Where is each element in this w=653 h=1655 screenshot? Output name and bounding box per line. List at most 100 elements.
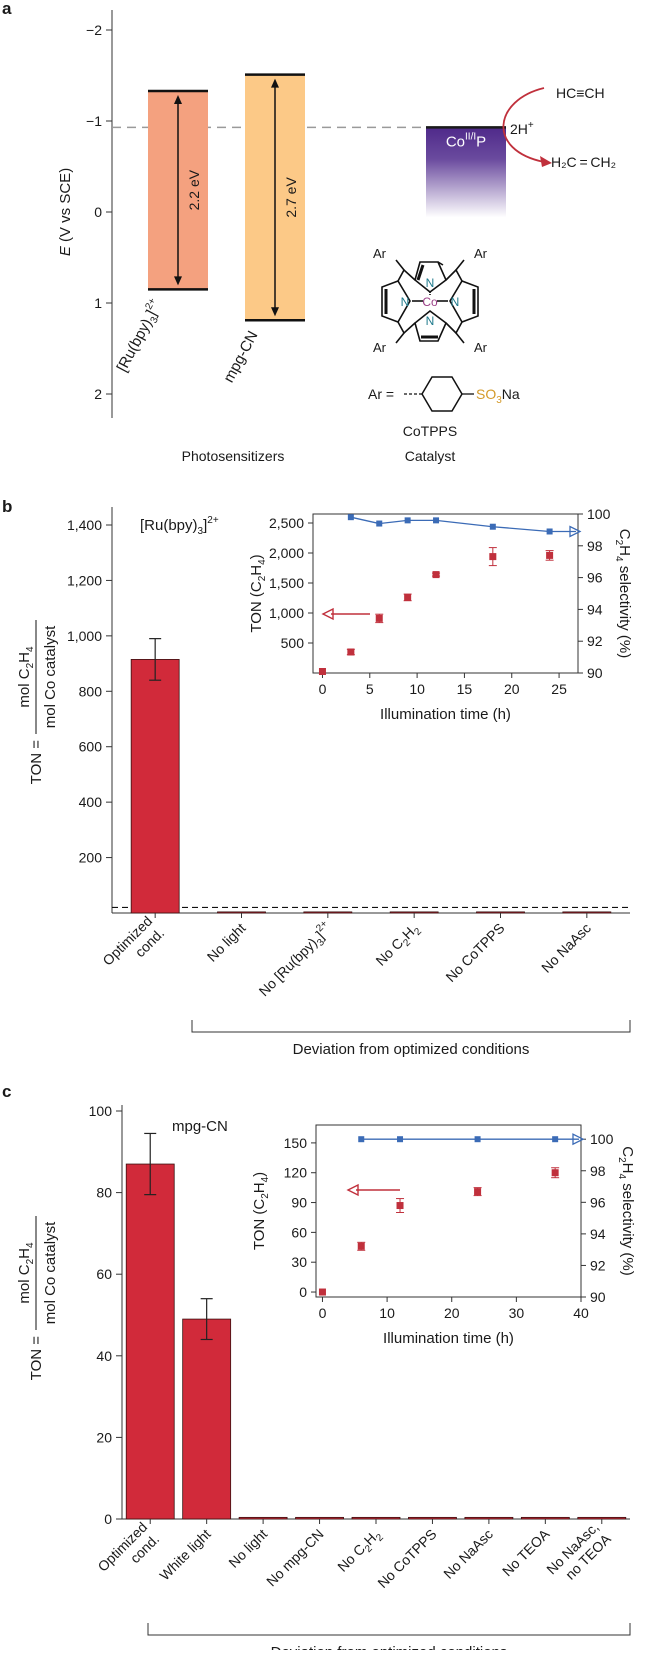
inset-x-label: Illumination time (h) xyxy=(383,1330,514,1347)
catalyst-role: Catalyst xyxy=(405,448,456,464)
inset-frame xyxy=(315,1124,582,1298)
n-atom-bottom: N xyxy=(426,314,435,328)
inset-y2-label: C2H4 selectivity (%) xyxy=(616,1146,636,1276)
category-label: White light xyxy=(156,1526,214,1584)
bar xyxy=(408,1516,457,1520)
mpg-cn-gap-arrow xyxy=(271,78,279,317)
y-tick-label: 800 xyxy=(79,683,103,699)
ton-point xyxy=(489,553,497,561)
category-label: No C2H2 xyxy=(334,1525,386,1577)
selectivity-point xyxy=(489,523,496,530)
y-tick-label: 40 xyxy=(96,1348,112,1364)
inset-y2-tick-label: 94 xyxy=(587,601,603,617)
inset-y-tick-label: 1,500 xyxy=(269,575,304,591)
y-label-prefix: TON = xyxy=(28,740,45,785)
category-label: No CoTPPS xyxy=(374,1526,439,1591)
bar xyxy=(464,1516,514,1520)
category-label: No CoTPPS xyxy=(442,920,507,985)
inset-x-tick-label: 0 xyxy=(319,1305,327,1321)
panel-a-y-tick-label: 0 xyxy=(94,204,102,220)
ton-axis-arrow-head xyxy=(346,1183,359,1197)
n-atom-right: N xyxy=(451,295,460,309)
bar xyxy=(125,1163,175,1520)
bar xyxy=(351,1516,401,1520)
panel-a-y-tick-label: −1 xyxy=(86,113,102,129)
y-tick-label: 80 xyxy=(96,1185,112,1201)
acetylene-label: HC≡CH xyxy=(556,85,605,101)
inset-y-tick-label: 150 xyxy=(284,1135,308,1151)
n-atom-top: N xyxy=(426,276,435,290)
category-label: No light xyxy=(204,920,249,965)
ton-point xyxy=(546,551,554,559)
y-label-prefix: TON = xyxy=(28,1336,45,1381)
cotpps-structure xyxy=(381,259,479,344)
co-level-gradient xyxy=(426,127,506,218)
panel-b-bar-chart: 2004006008001,0001,2001,400Optimizedcond… xyxy=(16,507,631,1058)
ar-top-right: Ar xyxy=(474,246,488,261)
inset-x-tick-label: 20 xyxy=(444,1305,460,1321)
bar xyxy=(182,1318,232,1520)
panel-a: a −2 −1 0 1 2 E (V vs SCE) 2.2 eV [Ru(bpy)3]… xyxy=(2,0,616,464)
bar xyxy=(130,659,180,914)
inset-y-label: TON (C2H4) xyxy=(248,554,268,632)
deviation-bracket xyxy=(191,1020,631,1033)
category-label: No [Ru(bpy)3]2+ xyxy=(254,918,338,1002)
deviation-group-label: Deviation from optimized conditions xyxy=(293,1041,530,1058)
y-axis-label: TON = mol C2H4 mol Co catalyst xyxy=(16,620,59,784)
benzene-ring-icon xyxy=(421,376,463,412)
ton-point xyxy=(432,571,440,579)
category-label: No TEOA xyxy=(499,1525,553,1579)
y-tick-label: 1,200 xyxy=(67,572,102,588)
inset-y-tick-label: 0 xyxy=(299,1284,307,1300)
inset-y-tick-label: 30 xyxy=(291,1254,307,1270)
category-label: No NaAsc xyxy=(538,920,594,976)
bar xyxy=(562,911,612,914)
selectivity-point xyxy=(376,520,383,527)
panel-c-inset-chart: 0 10 20 30 40 0 30 60 90 120 150 90 92 94 96 98 100 Illum… xyxy=(251,1124,636,1347)
inset-frame xyxy=(312,513,579,674)
ton-point xyxy=(404,593,412,601)
category-label: No mpg-CN xyxy=(263,1526,327,1590)
y-label-denominator: mol Co catalyst xyxy=(42,1221,59,1324)
inset-y-label: TON (C2H4) xyxy=(251,1172,271,1250)
category-label: Optimizedcond. xyxy=(94,1519,162,1587)
ton-point xyxy=(396,1202,404,1210)
bar xyxy=(217,911,266,914)
selectivity-point xyxy=(358,1136,365,1143)
selectivity-axis-arrow-head xyxy=(572,1133,585,1146)
selectivity-axis-arrow-head xyxy=(569,525,582,538)
inset-y2-tick-label: 92 xyxy=(590,1257,606,1273)
inset-x-tick-label: 25 xyxy=(551,681,567,697)
inset-y2-tick-label: 98 xyxy=(590,1163,606,1179)
inset-x-tick-label: 15 xyxy=(457,681,473,697)
category-label: No NaAsc,no TEOA xyxy=(543,1518,614,1589)
panel-a-y-tick-label: 2 xyxy=(94,386,102,402)
inset-x-tick-label: 10 xyxy=(379,1305,395,1321)
ar-bottom-right: Ar xyxy=(474,340,488,355)
inset-y2-tick-label: 96 xyxy=(590,1194,606,1210)
y-axis-label: TON = mol C2H4 mol Co catalyst xyxy=(16,1216,59,1380)
category-label: No C2H2 xyxy=(372,919,424,971)
ethylene-label: H₂C = CH₂ xyxy=(551,154,616,170)
ton-point xyxy=(347,648,355,656)
inset-x-tick-label: 30 xyxy=(509,1305,525,1321)
inset-y2-tick-label: 98 xyxy=(587,538,603,554)
bar xyxy=(520,1516,570,1520)
y-label-numerator: mol C2H4 xyxy=(16,1242,36,1304)
sulfonate-label: SO3Na xyxy=(476,386,520,406)
panel-a-label: a xyxy=(2,0,12,18)
panel-c-label: c xyxy=(2,1082,11,1101)
ru-gap-arrow-head-up xyxy=(174,94,182,104)
selectivity-point xyxy=(474,1136,481,1143)
inset-x-label: Illumination time (h) xyxy=(380,706,511,723)
inset-x-tick-label: 20 xyxy=(504,681,520,697)
cn-gap-arrow-head-down xyxy=(271,307,279,317)
y-label-numerator: mol C2H4 xyxy=(16,646,36,708)
reaction-curved-arrow xyxy=(502,87,545,163)
deviation-group-label: Deviation from optimized conditions xyxy=(271,1644,508,1650)
chart-annotation: mpg-CN xyxy=(172,1118,228,1135)
bar xyxy=(476,911,525,914)
selectivity-point xyxy=(397,1136,404,1143)
